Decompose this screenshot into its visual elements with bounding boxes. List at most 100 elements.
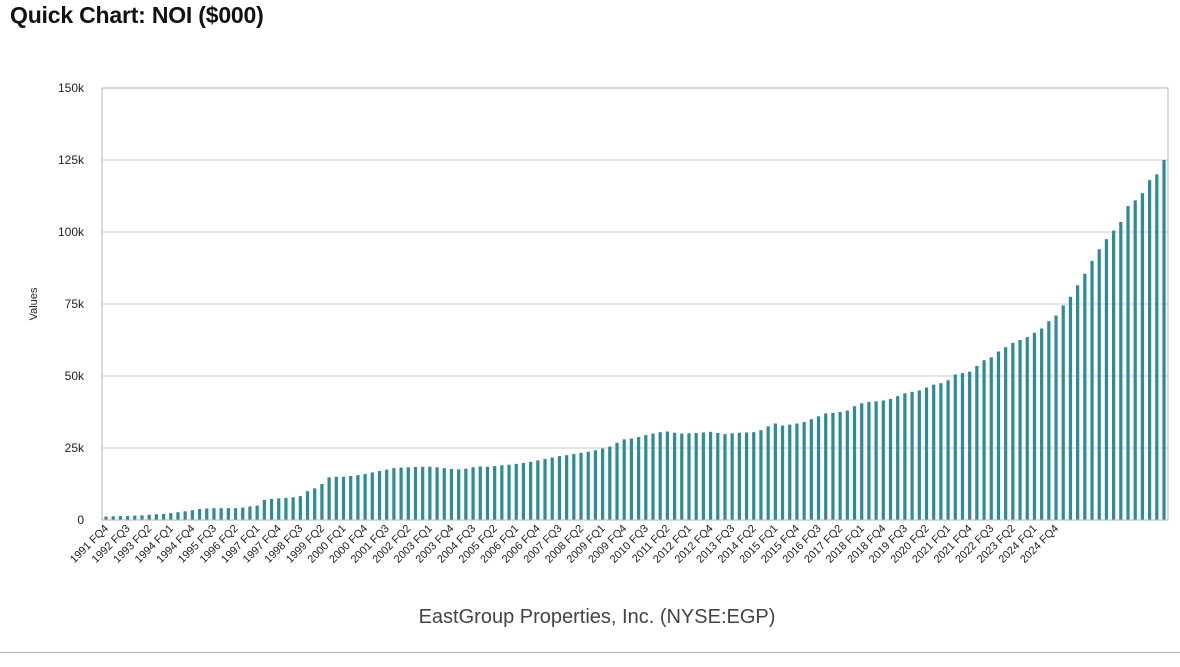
bar bbox=[154, 514, 158, 520]
bar bbox=[730, 433, 734, 520]
bar bbox=[766, 426, 770, 520]
chart-caption: EastGroup Properties, Inc. (NYSE:EGP) bbox=[419, 606, 776, 628]
bar bbox=[788, 424, 792, 520]
bar bbox=[824, 413, 828, 520]
bar bbox=[1040, 328, 1044, 520]
bar bbox=[665, 431, 670, 520]
bar bbox=[176, 512, 180, 520]
bar bbox=[104, 516, 108, 520]
bar bbox=[924, 387, 929, 520]
bar bbox=[593, 450, 598, 520]
bar bbox=[147, 514, 151, 520]
bar bbox=[464, 468, 468, 520]
bar bbox=[363, 473, 367, 520]
bar bbox=[233, 508, 238, 520]
y-tick-label: 125k bbox=[58, 153, 85, 167]
bar bbox=[111, 516, 115, 520]
bar bbox=[1054, 315, 1058, 520]
bar bbox=[212, 508, 216, 520]
bar bbox=[298, 496, 302, 520]
bar bbox=[529, 461, 533, 520]
bar bbox=[579, 452, 583, 520]
y-tick-label: 25k bbox=[65, 441, 85, 455]
bar bbox=[1133, 200, 1137, 520]
bars bbox=[104, 160, 1166, 521]
bar bbox=[1097, 249, 1101, 520]
bar bbox=[716, 433, 720, 520]
bar bbox=[1018, 340, 1022, 520]
bar bbox=[802, 422, 806, 520]
bar bbox=[982, 360, 986, 520]
bar bbox=[1061, 305, 1065, 520]
bar bbox=[1162, 160, 1166, 520]
bar bbox=[169, 513, 173, 520]
bar bbox=[932, 384, 936, 520]
bar bbox=[507, 464, 511, 520]
bar bbox=[349, 475, 353, 520]
bar bbox=[1025, 337, 1029, 520]
bar bbox=[356, 475, 360, 520]
bar bbox=[406, 467, 410, 520]
bar bbox=[874, 401, 878, 520]
bar bbox=[1068, 296, 1073, 520]
bar bbox=[269, 498, 274, 520]
bar bbox=[320, 484, 324, 520]
bar bbox=[1155, 174, 1159, 520]
bar bbox=[644, 435, 648, 520]
bar bbox=[118, 516, 123, 520]
bar bbox=[687, 433, 691, 520]
bar bbox=[536, 460, 540, 520]
bar bbox=[708, 431, 713, 520]
bar bbox=[133, 515, 137, 520]
bar bbox=[392, 468, 396, 520]
bar bbox=[161, 513, 166, 520]
bar bbox=[752, 432, 756, 520]
bar bbox=[608, 446, 612, 520]
bar bbox=[413, 467, 418, 520]
bar bbox=[478, 466, 482, 520]
bar bbox=[485, 466, 490, 520]
bar bbox=[341, 476, 346, 520]
bar bbox=[888, 399, 893, 520]
bar bbox=[442, 468, 446, 520]
bar bbox=[1126, 206, 1130, 520]
bar bbox=[1011, 342, 1015, 520]
bar bbox=[1004, 347, 1008, 520]
bar bbox=[989, 357, 993, 520]
bottom-divider bbox=[0, 652, 1180, 653]
bar bbox=[248, 506, 252, 520]
bar bbox=[759, 430, 763, 520]
bar bbox=[255, 505, 259, 520]
bar bbox=[305, 491, 310, 520]
bar bbox=[1147, 180, 1152, 520]
bar bbox=[557, 456, 562, 520]
bar bbox=[435, 467, 439, 520]
bar bbox=[896, 396, 900, 520]
bar bbox=[672, 432, 677, 520]
bar bbox=[773, 423, 777, 520]
bar bbox=[1119, 221, 1123, 521]
bar bbox=[737, 432, 741, 520]
y-tick-label: 100k bbox=[58, 225, 85, 239]
y-axis-label: Values bbox=[28, 287, 40, 320]
bar bbox=[277, 498, 281, 520]
bar bbox=[284, 497, 288, 520]
y-tick-label: 0 bbox=[77, 513, 84, 527]
bar bbox=[125, 515, 130, 520]
bar bbox=[291, 497, 295, 520]
bar bbox=[586, 451, 590, 520]
bar bbox=[903, 393, 907, 520]
bar bbox=[183, 511, 187, 520]
bar bbox=[867, 401, 871, 520]
bar bbox=[680, 433, 684, 520]
y-tick-label: 150k bbox=[58, 81, 85, 95]
gridlines bbox=[102, 159, 1168, 449]
bar bbox=[327, 477, 331, 520]
bar bbox=[968, 371, 972, 520]
bar bbox=[845, 410, 849, 520]
bar bbox=[385, 469, 389, 520]
bar bbox=[550, 457, 554, 520]
y-tick-label: 50k bbox=[65, 369, 85, 383]
bar bbox=[651, 433, 655, 520]
